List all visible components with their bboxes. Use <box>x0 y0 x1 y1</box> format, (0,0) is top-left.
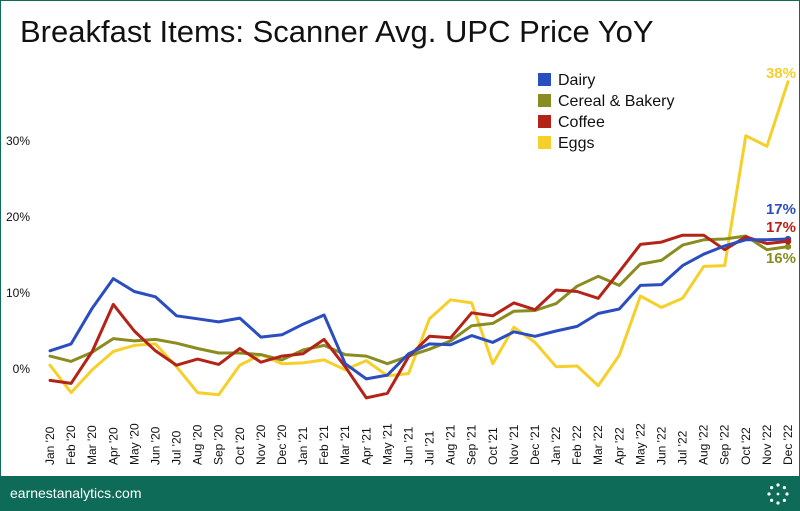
x-tick-label: Jul '21 <box>423 430 437 465</box>
legend-swatch <box>538 136 551 149</box>
x-tick-label: Dec '20 <box>275 424 289 465</box>
end-point-cereal-bakery <box>784 243 792 250</box>
x-tick-label: Jan '22 <box>549 426 563 465</box>
y-tick-label: 30% <box>6 134 30 148</box>
x-tick-label: Sep '22 <box>718 424 732 465</box>
x-tick-label: Dec '21 <box>528 424 542 465</box>
x-tick-label: Apr '20 <box>106 427 120 465</box>
legend-swatch <box>538 94 551 107</box>
footer-bar: earnestanalytics.com <box>0 476 800 511</box>
x-tick-label: Jun '20 <box>148 426 162 465</box>
x-tick-label: Jul '20 <box>170 430 184 465</box>
x-tick-label: Jan '21 <box>296 426 310 465</box>
x-tick-label: Aug '20 <box>191 424 205 465</box>
brand-logo-icon <box>767 483 789 505</box>
x-tick-label: May '22 <box>633 423 647 465</box>
chart-title: Breakfast Items: Scanner Avg. UPC Price … <box>20 14 654 49</box>
legend-swatch <box>538 115 551 128</box>
x-tick-label: Jun '21 <box>401 426 415 465</box>
legend-label: Cereal & Bakery <box>558 93 675 110</box>
x-tick-label: Jul '22 <box>676 430 690 465</box>
series-line-coffee <box>48 233 790 400</box>
x-tick-label: Mar '22 <box>591 425 605 465</box>
end-point-coffee <box>784 238 792 245</box>
x-tick-label: May '21 <box>380 423 394 465</box>
x-tick-label: Nov '22 <box>760 424 774 465</box>
x-tick-label: Oct '22 <box>739 427 753 465</box>
legend-swatch <box>538 73 551 86</box>
line-chart: 0% 10% 20% 30% Jan '20 Feb '20 Mar '20 Apr '20 M… <box>6 65 796 465</box>
legend-label: Coffee <box>558 114 605 131</box>
x-tick-label: Apr '21 <box>359 427 373 465</box>
end-label-coffee: 17% <box>766 219 796 236</box>
x-tick-label: Mar '20 <box>85 425 99 465</box>
x-tick-label: Aug '21 <box>444 424 458 465</box>
x-tick-label: Apr '22 <box>612 427 626 465</box>
x-tick-label: Nov '20 <box>254 424 268 465</box>
legend-label: Eggs <box>558 135 594 152</box>
end-label-eggs: 38% <box>766 65 796 82</box>
series-line-cereal-bakery <box>48 234 790 366</box>
x-tick-label: Feb '22 <box>570 425 584 465</box>
y-tick-label: 10% <box>6 286 30 300</box>
x-tick-label: Nov '21 <box>507 424 521 465</box>
y-tick-label: 0% <box>13 362 31 376</box>
x-tick-label: Oct '21 <box>486 427 500 465</box>
end-label-dairy: 17% <box>766 201 796 218</box>
x-tick-label: Aug '22 <box>697 424 711 465</box>
x-tick-label: Feb '20 <box>64 425 78 465</box>
x-tick-label: Mar '21 <box>338 425 352 465</box>
x-tick-label: Sep '21 <box>465 424 479 465</box>
y-tick-label: 20% <box>6 210 30 224</box>
x-tick-label: Dec '22 <box>781 424 795 465</box>
footer-brand: earnestanalytics.com <box>10 485 142 501</box>
end-label-cereal-bakery: 16% <box>766 250 796 267</box>
x-tick-label: Jun '22 <box>654 426 668 465</box>
x-tick-label: Oct '20 <box>233 427 247 465</box>
legend-label: Dairy <box>558 72 595 89</box>
series-line-dairy <box>48 237 790 381</box>
x-tick-label: Jan '20 <box>43 426 57 465</box>
x-tick-label: Feb '21 <box>317 425 331 465</box>
x-tick-label: May '20 <box>127 423 141 465</box>
x-tick-label: Sep '20 <box>212 424 226 465</box>
